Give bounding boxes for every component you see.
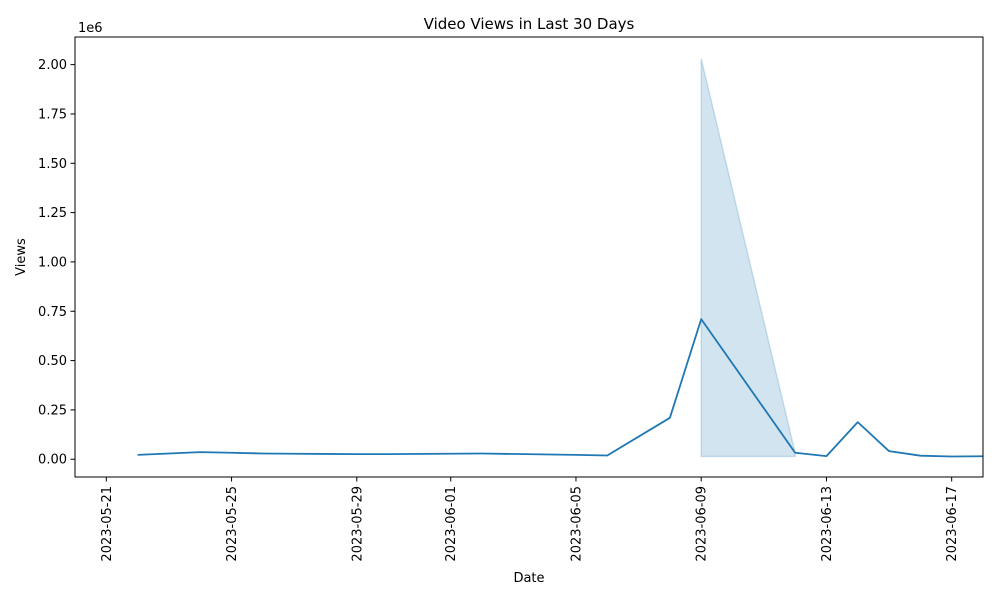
y-tick-label: 0.50 xyxy=(38,354,67,369)
x-tick-label: 2023-05-21 xyxy=(100,486,115,562)
confidence-band xyxy=(700,58,796,458)
series-line-0 xyxy=(137,318,984,458)
y-tick-label: 1.25 xyxy=(38,206,67,221)
y-tick-label: 1.00 xyxy=(38,255,67,270)
plot-frame xyxy=(74,36,984,478)
y-offset-label: 1e6 xyxy=(78,21,103,36)
y-tick-label: 0.00 xyxy=(38,453,67,468)
x-tick-label: 2023-06-09 xyxy=(695,486,710,562)
line-layer xyxy=(137,318,984,458)
y-tick-label: 0.75 xyxy=(38,305,67,320)
chart-title: Video Views in Last 30 Days xyxy=(424,15,635,33)
band-layer xyxy=(700,58,796,458)
y-axis-title: Views xyxy=(14,238,29,276)
x-tick-label: 2023-06-13 xyxy=(820,486,835,562)
x-tick-label: 2023-05-29 xyxy=(350,486,365,562)
x-tick-label: 2023-06-01 xyxy=(444,486,459,562)
x-tick-label: 2023-06-17 xyxy=(945,486,960,562)
y-tick-label: 1.50 xyxy=(38,157,67,172)
x-axis-title: Date xyxy=(513,571,544,586)
y-tick-label: 1.75 xyxy=(38,107,67,122)
y-tick-label: 2.00 xyxy=(38,58,67,73)
x-tick-label: 2023-06-05 xyxy=(569,486,584,562)
y-tick-label: 0.25 xyxy=(38,403,67,418)
y-axis: 0.00 0.25 0.50 0.75 1.00 1.25 1.50 1.75 2.00 xyxy=(38,58,75,468)
x-tick-label: 2023-05-25 xyxy=(225,486,240,562)
x-axis: 2023-05-21 2023-05-25 2023-05-29 2023-06-01… xyxy=(100,477,960,562)
